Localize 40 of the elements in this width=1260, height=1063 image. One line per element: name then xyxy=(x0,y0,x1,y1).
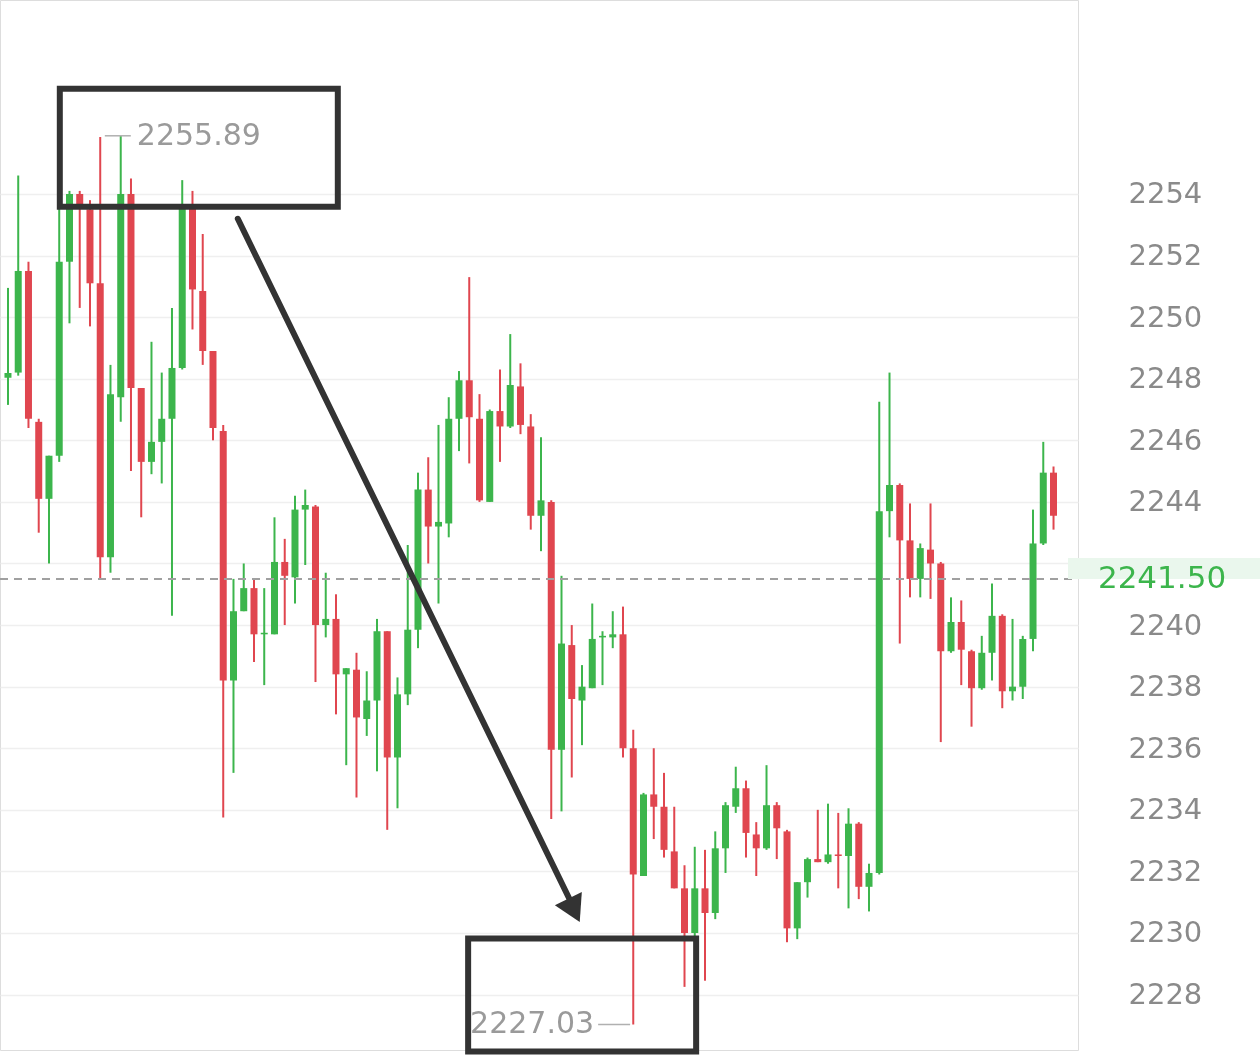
candlestick xyxy=(773,801,781,861)
candlestick xyxy=(814,808,822,864)
annotation: 2255.89 xyxy=(136,116,261,152)
y-tick-label: 2230 xyxy=(1128,915,1203,950)
y-tick-label: 2250 xyxy=(1128,299,1203,334)
candlestick xyxy=(824,802,832,865)
candlestick xyxy=(732,765,740,814)
y-tick-label: 2236 xyxy=(1128,730,1203,765)
y-tick-label: 2254 xyxy=(1128,176,1203,211)
candlestick xyxy=(158,371,166,485)
candlestick xyxy=(927,502,935,600)
y-tick-label: 2232 xyxy=(1128,853,1203,888)
y-tick-label: 2252 xyxy=(1128,238,1203,273)
candlestick xyxy=(363,670,371,737)
candlestick xyxy=(752,821,760,878)
y-tick-label: 2246 xyxy=(1128,422,1203,457)
y-tick-label: 2240 xyxy=(1128,607,1203,642)
candlestick xyxy=(834,811,842,890)
y-tick-label: 2234 xyxy=(1128,792,1203,827)
candlestick xyxy=(578,664,586,747)
candlestick xyxy=(537,436,545,553)
y-tick-label: 2244 xyxy=(1128,484,1203,519)
candlestick xyxy=(804,856,812,899)
y-tick-label: 2248 xyxy=(1128,361,1203,396)
candlestick xyxy=(301,488,309,567)
candlestick xyxy=(865,862,873,913)
y-tick-label: 2228 xyxy=(1128,977,1203,1012)
candlestick xyxy=(322,571,330,639)
candlestick xyxy=(281,537,289,627)
candlestick xyxy=(147,340,155,476)
annotation: 2227.03 xyxy=(470,1005,595,1041)
candlestick xyxy=(342,667,350,767)
candlestick xyxy=(609,610,617,650)
candlestick xyxy=(240,562,248,613)
candlestick xyxy=(650,747,658,841)
ref-line-label: 2241.50 xyxy=(1097,558,1227,595)
candlestick xyxy=(496,368,504,463)
candlestick xyxy=(4,286,12,406)
y-tick-label: 2238 xyxy=(1128,669,1203,704)
candlestick xyxy=(434,423,442,605)
